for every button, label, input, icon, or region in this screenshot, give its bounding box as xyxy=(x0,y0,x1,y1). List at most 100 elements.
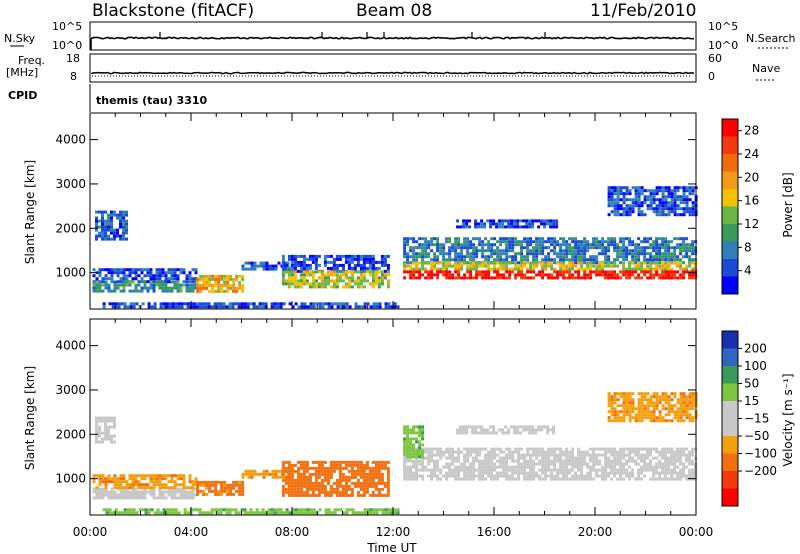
data-cell xyxy=(682,453,686,457)
data-cell xyxy=(613,450,617,454)
data-cell xyxy=(344,484,348,488)
data-cell xyxy=(249,302,253,306)
data-cell xyxy=(98,431,101,435)
data-cell xyxy=(421,273,425,277)
data-cell xyxy=(320,484,324,488)
data-cell xyxy=(120,511,124,515)
data-cell xyxy=(406,425,410,429)
data-cell xyxy=(649,237,653,241)
data-cell xyxy=(113,289,117,293)
data-cell xyxy=(493,468,497,472)
data-cell xyxy=(502,237,506,241)
data-cell xyxy=(628,261,632,265)
data-cell xyxy=(664,453,668,457)
data-cell xyxy=(311,273,315,277)
data-cell xyxy=(577,255,581,259)
data-cell xyxy=(634,192,638,196)
data-cell xyxy=(311,270,315,274)
data-cell xyxy=(625,210,629,214)
data-cell xyxy=(514,459,518,463)
data-cell xyxy=(664,204,668,208)
data-cell xyxy=(643,195,647,199)
data-cell xyxy=(299,285,303,289)
data-cell xyxy=(101,219,104,223)
data-cell xyxy=(676,474,680,478)
data-cell xyxy=(610,201,614,205)
data-cell xyxy=(95,234,98,238)
data-cell xyxy=(332,282,336,286)
data-cell xyxy=(122,271,126,275)
data-cell xyxy=(134,480,138,484)
data-cell xyxy=(484,261,488,265)
data-cell xyxy=(685,413,689,417)
data-cell xyxy=(217,277,221,281)
data-cell xyxy=(353,257,357,261)
data-cell xyxy=(580,246,584,250)
data-cell xyxy=(134,493,138,497)
data-cell xyxy=(526,465,530,469)
data-cell xyxy=(478,243,482,247)
data-cell xyxy=(264,511,268,515)
data-cell xyxy=(347,285,351,289)
data-cell xyxy=(540,425,544,429)
data-cell xyxy=(311,254,315,258)
data-cell xyxy=(664,447,668,451)
data-cell xyxy=(386,484,390,488)
data-cell xyxy=(365,484,369,488)
data-cell xyxy=(308,282,312,286)
data-cell xyxy=(571,246,575,250)
data-cell xyxy=(360,511,364,515)
data-cell xyxy=(487,474,491,478)
data-cell xyxy=(607,255,611,259)
data-cell xyxy=(101,431,104,435)
data-cell xyxy=(460,243,464,247)
data-cell xyxy=(523,468,527,472)
data-cell xyxy=(571,237,575,241)
data-cell xyxy=(353,279,357,283)
data-cell xyxy=(661,204,665,208)
data-cell xyxy=(496,459,500,463)
data-cell xyxy=(317,282,321,286)
data-cell xyxy=(550,276,554,280)
data-cell xyxy=(217,289,221,293)
data-cell xyxy=(95,228,98,232)
data-cell xyxy=(577,243,581,247)
data-cell xyxy=(472,276,476,280)
data-cell xyxy=(658,255,662,259)
data-cell xyxy=(574,240,578,244)
data-cell xyxy=(619,189,623,193)
data-cell xyxy=(116,486,120,490)
data-cell xyxy=(430,249,434,253)
data-cell xyxy=(502,465,506,469)
data-cell xyxy=(589,447,593,451)
data-cell xyxy=(290,260,294,264)
data-cell xyxy=(229,274,233,278)
velocity-ylabel: Slant Range [km] xyxy=(23,366,37,470)
data-cell xyxy=(409,449,413,453)
data-cell xyxy=(679,392,683,396)
data-cell xyxy=(520,246,524,250)
data-cell xyxy=(287,484,291,488)
data-cell xyxy=(613,270,617,274)
data-cell xyxy=(217,492,221,496)
data-cell xyxy=(628,459,632,463)
velocity-colorbar-block xyxy=(722,436,738,454)
data-cell xyxy=(241,264,245,268)
data-cell xyxy=(110,268,114,272)
data-cell xyxy=(149,480,153,484)
data-cell xyxy=(628,450,632,454)
data-cell xyxy=(661,273,665,277)
data-cell xyxy=(188,486,192,490)
data-cell xyxy=(371,466,375,470)
data-cell xyxy=(688,210,692,214)
data-cell xyxy=(386,282,390,286)
data-cell xyxy=(682,471,686,475)
data-cell xyxy=(552,425,556,429)
data-cell xyxy=(472,450,476,454)
data-cell xyxy=(362,285,366,289)
data-cell xyxy=(164,490,168,494)
data-cell xyxy=(335,282,339,286)
velocity-x-ticks xyxy=(89,319,697,515)
data-cell xyxy=(194,271,198,275)
data-cell xyxy=(550,474,554,478)
